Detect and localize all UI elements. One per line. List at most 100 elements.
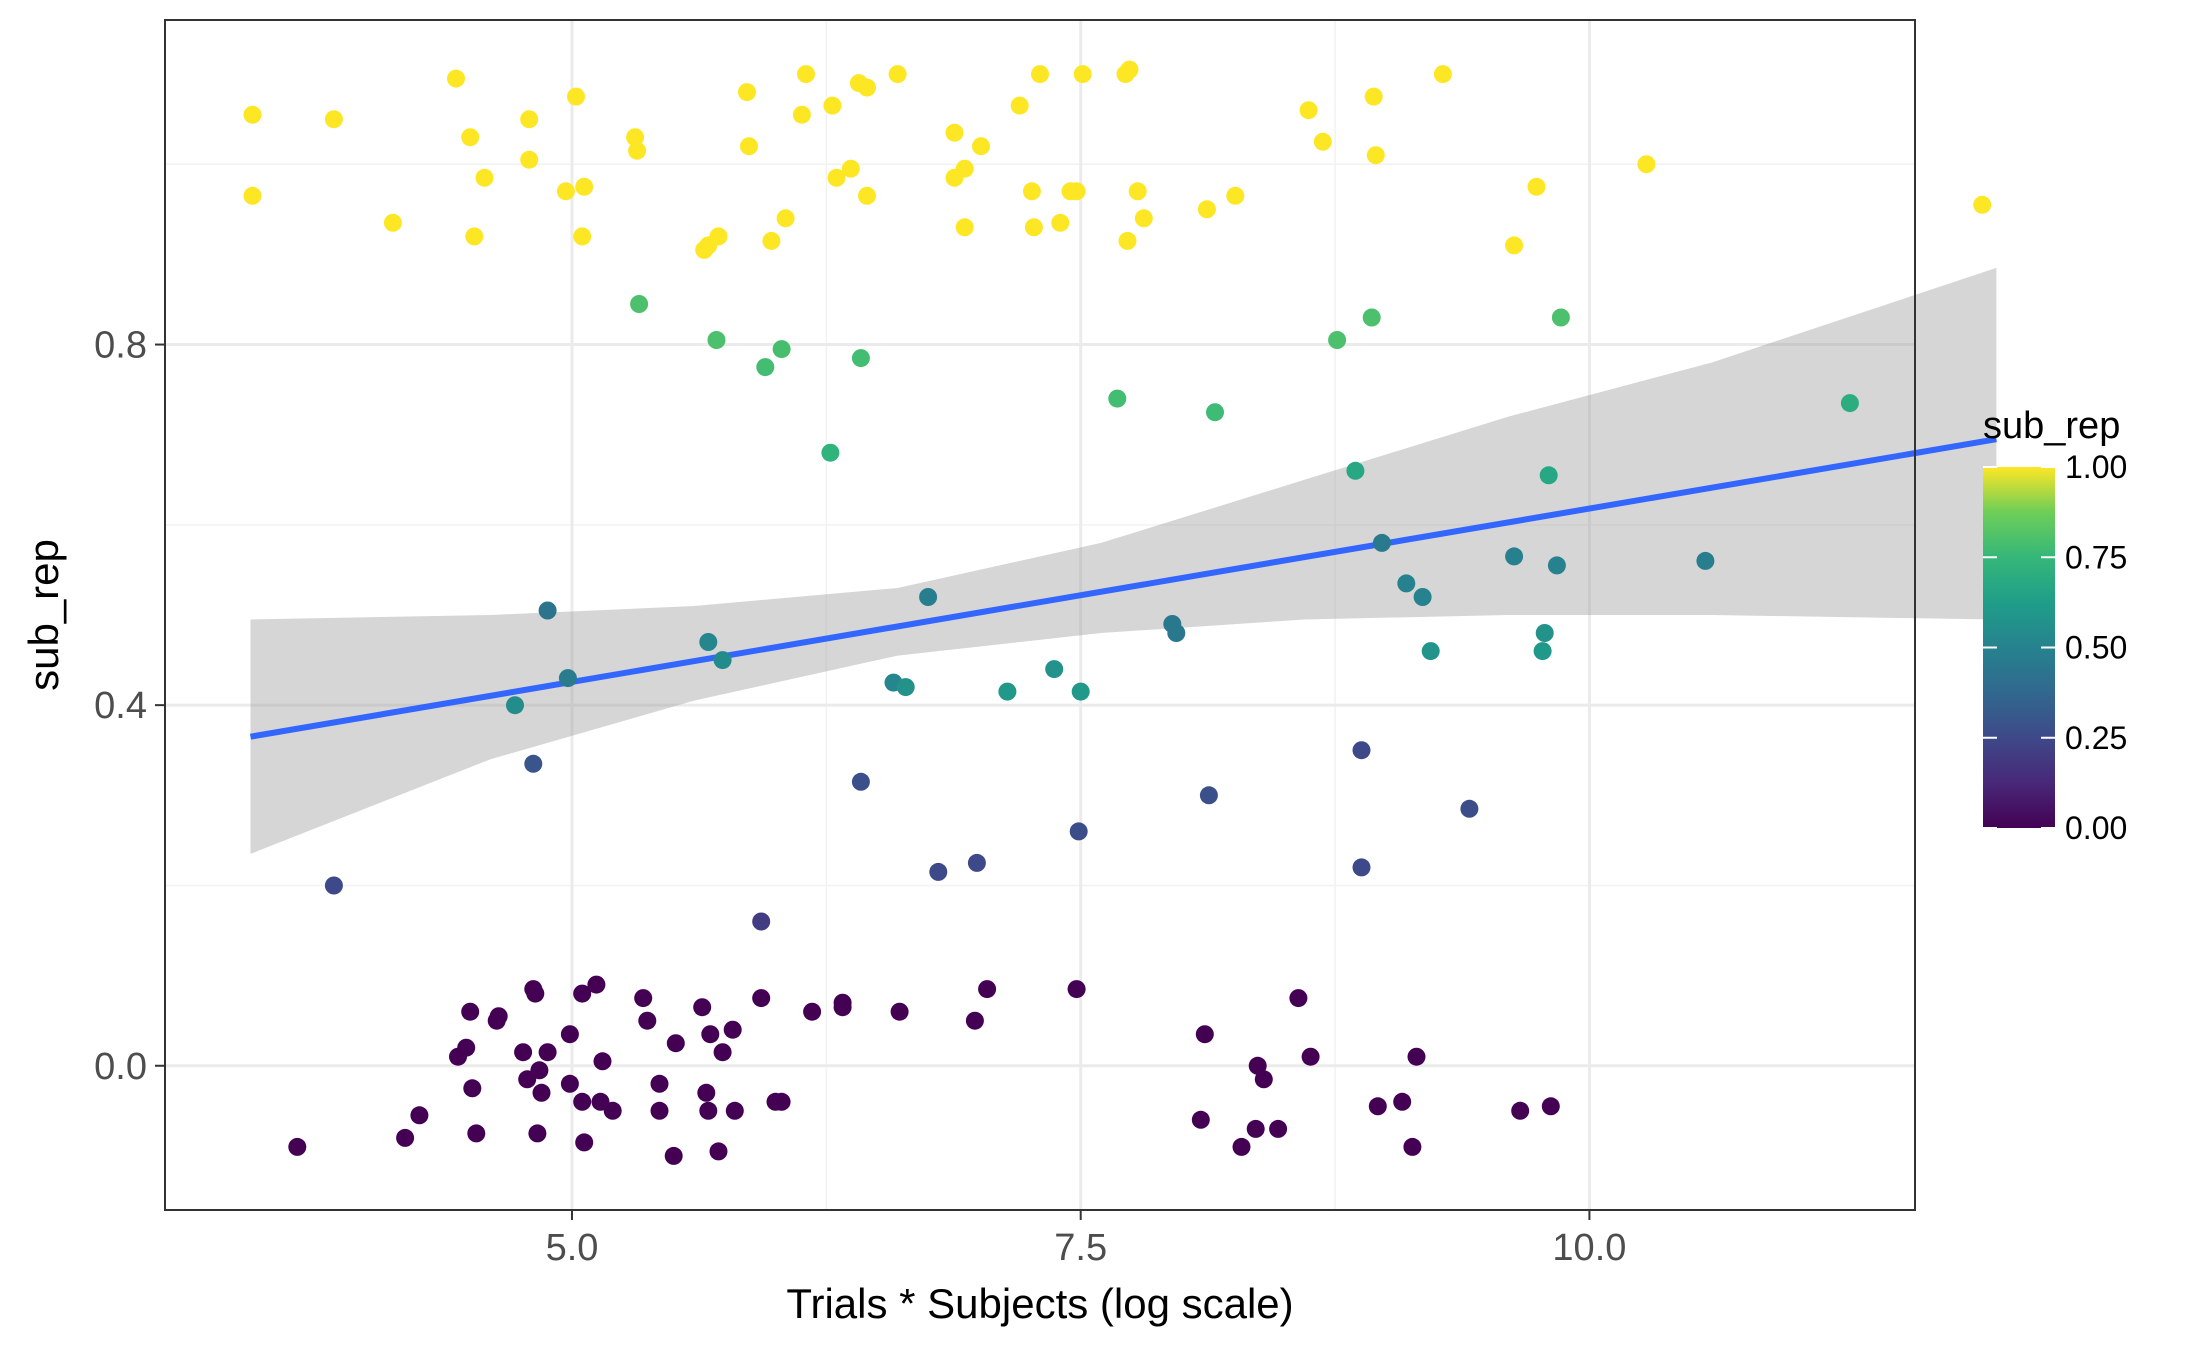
data-point [1364,87,1383,106]
data-point [1372,533,1391,552]
data-point [1637,155,1656,174]
confidence-ribbon [250,267,1997,854]
data-point [538,601,557,620]
data-point [1206,403,1224,422]
data-point [603,1101,622,1120]
data-point [1289,989,1308,1008]
data-point [699,1101,718,1120]
data-point [929,862,948,881]
data-point [1460,799,1479,818]
data-point [558,669,577,688]
data-point [888,65,907,84]
data-point [772,1092,791,1111]
data-point [243,186,262,205]
fit-line [249,436,1997,740]
data-point [955,218,974,237]
data-point [465,227,484,246]
legend-tick-label: 0.00 [2065,810,2127,846]
data-point [626,128,645,147]
data-point [851,772,870,791]
data-point [1407,1047,1426,1066]
data-point [1535,624,1554,642]
data-point [666,1034,685,1053]
legend-tick-label: 0.50 [2065,630,2127,666]
data-point [520,110,539,129]
data-point [1313,132,1332,151]
data-point [1069,822,1088,841]
data-point [972,137,990,156]
data-point [1226,186,1245,205]
data-point [461,1002,480,1021]
data-point [919,588,938,606]
data-point [752,912,771,931]
legend-tick-label: 0.25 [2065,720,2127,756]
data-point [638,1011,657,1030]
data-point [821,443,840,462]
x-axis: 5.0 7.5 10.0 [546,1210,1626,1269]
data-point [538,1043,557,1062]
data-point [1067,182,1086,201]
data-point [587,975,606,994]
data-point [528,1124,547,1143]
data-point [978,980,997,999]
data-point [524,754,543,773]
data-point [1167,624,1186,642]
data-point [1433,65,1452,84]
data-point [628,141,647,160]
legend: sub_rep 0.00 0.25 0.50 0.75 1.00 [1983,405,2127,846]
data-point [1191,1110,1210,1129]
y-axis-title: sub_rep [20,539,67,691]
panel-background [165,20,1915,1210]
data-point [738,83,756,102]
data-point [1403,1137,1422,1156]
data-point [573,984,592,1003]
data-point [567,87,585,106]
data-point [1248,1056,1267,1075]
data-point [833,998,852,1017]
data-point [945,123,964,142]
x-tick-label: 5.0 [546,1227,599,1269]
data-point [1022,182,1041,201]
data-point [1232,1137,1251,1156]
data-point [823,96,842,115]
data-point [707,331,726,349]
data-point [1269,1119,1288,1138]
data-point [1533,642,1552,661]
data-point [1696,551,1715,570]
data-point [1031,65,1049,84]
data-point [693,998,712,1017]
data-point [1973,195,1992,214]
data-point [630,295,649,313]
data-point [457,1038,476,1057]
data-point [827,168,846,187]
data-point [575,1133,594,1152]
data-point [1547,556,1566,575]
data-point [858,186,876,205]
data-point [697,1083,716,1102]
panel-border [164,19,1916,1211]
grid-major [165,20,1915,1210]
data-point [1352,741,1371,760]
data-point [772,340,791,359]
data-point [709,1142,728,1161]
data-point [756,358,775,377]
data-point [1118,231,1137,250]
data-point [573,227,592,246]
data-point [1195,1025,1214,1044]
data-point [1010,96,1029,115]
data-point [1511,1101,1530,1120]
fit-line-layer [249,436,1997,740]
data-point [447,69,465,88]
confidence-band [250,267,1997,854]
data-point [530,1061,549,1080]
x-tick-label: 7.5 [1054,1227,1107,1269]
data-point [1368,1097,1387,1116]
data-point [1299,101,1318,120]
data-point [1551,308,1570,327]
data-point [965,1011,984,1030]
data-point [803,1002,822,1021]
data-point [762,231,781,250]
data-point [1328,331,1347,349]
data-point [713,1043,732,1062]
